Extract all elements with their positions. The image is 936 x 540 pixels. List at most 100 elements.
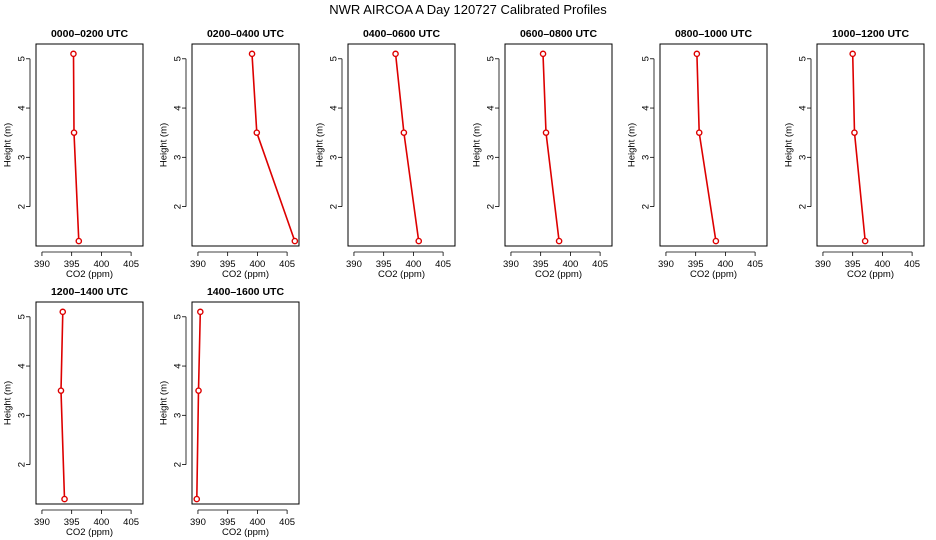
data-point — [415, 237, 423, 245]
x-tick-label: 395 — [376, 259, 392, 270]
y-tick-label: 5 — [798, 56, 809, 61]
x-tick-label: 390 — [190, 259, 206, 270]
data-point — [400, 129, 408, 136]
y-tick-label: 5 — [17, 56, 28, 61]
profile-line — [394, 53, 420, 242]
x-tick-label: 405 — [123, 259, 139, 270]
profile-line — [542, 53, 560, 242]
y-axis-label: Height (m) — [784, 123, 795, 167]
y-tick-label: 5 — [486, 56, 497, 61]
data-point — [693, 50, 701, 58]
profile-line — [196, 311, 202, 500]
profile-line — [72, 53, 80, 242]
x-tick-label: 400 — [249, 517, 265, 528]
x-tick-label: 400 — [874, 259, 890, 270]
x-tick-label: 395 — [845, 259, 861, 270]
y-tick-label: 4 — [17, 105, 28, 110]
y-tick-label: 2 — [17, 462, 28, 467]
figure-title: NWR AIRCOA A Day 120727 Calibrated Profi… — [329, 2, 607, 17]
data-point — [695, 129, 703, 136]
y-tick-label: 4 — [641, 105, 652, 110]
plot-frame — [191, 43, 300, 247]
x-tick-label: 405 — [279, 517, 295, 528]
y-tick-label: 5 — [173, 314, 184, 319]
x-tick-label: 395 — [220, 517, 236, 528]
y-tick-label: 4 — [486, 105, 497, 110]
chart-panel-5: 0800–1000 UTC 390 395 400 405 CO2 (ppm) 2 3 4 5 He… — [627, 28, 768, 280]
data-point — [851, 129, 858, 136]
data-point — [555, 237, 563, 245]
plot-frame — [191, 301, 300, 505]
data-point — [75, 237, 83, 245]
x-tick-label: 395 — [688, 259, 704, 270]
x-tick-label: 405 — [435, 259, 451, 270]
chart-panel-4: 0600–0800 UTC 390 395 400 405 CO2 (ppm) 2 3 4 5 He… — [472, 28, 613, 280]
x-tick-label: 395 — [64, 517, 80, 528]
y-tick-label: 3 — [798, 155, 809, 160]
y-tick-label: 2 — [173, 204, 184, 209]
chart-panel-1: 0000–0200 UTC 390 395 400 405 CO2 (ppm) 2 3 4 5 He… — [3, 28, 144, 280]
chart-title: 0800–1000 UTC — [675, 28, 752, 40]
y-tick-label: 2 — [329, 204, 340, 209]
data-point — [61, 495, 68, 503]
data-point — [392, 50, 399, 58]
data-point — [253, 129, 261, 136]
y-tick-label: 2 — [17, 204, 28, 209]
profile-line — [696, 53, 717, 242]
x-tick-label: 405 — [904, 259, 920, 270]
y-tick-label: 3 — [173, 155, 184, 160]
y-tick-label: 4 — [173, 105, 184, 110]
x-tick-label: 390 — [815, 259, 831, 270]
chart-panel-8: 1400–1600 UTC 390 395 400 405 CO2 (ppm) 2 3 4 5 He… — [159, 286, 300, 538]
y-axis-label: Height (m) — [627, 123, 638, 167]
chart-panel-3: 0400–0600 UTC 390 395 400 405 CO2 (ppm) 2 3 4 5 He… — [315, 28, 456, 280]
y-tick-label: 3 — [641, 155, 652, 160]
y-axis-label: Height (m) — [3, 381, 14, 425]
x-tick-label: 400 — [405, 259, 421, 270]
y-tick-label: 4 — [17, 363, 28, 368]
data-point — [57, 387, 65, 394]
x-tick-label: 400 — [562, 259, 578, 270]
x-tick-label: 405 — [747, 259, 763, 270]
y-axis-label: Height (m) — [159, 123, 170, 167]
chart-title: 0000–0200 UTC — [51, 28, 128, 40]
plot-frame — [659, 43, 768, 247]
y-tick-label: 5 — [173, 56, 184, 61]
y-tick-label: 5 — [329, 56, 340, 61]
y-tick-label: 3 — [17, 155, 28, 160]
chart-panel-6: 1000–1200 UTC 390 395 400 405 CO2 (ppm) 2 3 4 5 He… — [784, 28, 925, 280]
data-point — [195, 387, 202, 394]
chart-panel-2: 0200–0400 UTC 390 395 400 405 CO2 (ppm) 2 3 4 5 He… — [159, 28, 300, 280]
chart-title: 0600–0800 UTC — [520, 28, 597, 40]
chart-title: 1200–1400 UTC — [51, 286, 128, 298]
y-tick-label: 2 — [486, 204, 497, 209]
y-axis-label: Height (m) — [159, 381, 170, 425]
data-point — [712, 237, 720, 245]
x-tick-label: 390 — [658, 259, 674, 270]
x-tick-label: 405 — [123, 517, 139, 528]
x-tick-label: 400 — [93, 259, 109, 270]
x-tick-label: 390 — [190, 517, 206, 528]
data-point — [59, 308, 67, 316]
y-tick-label: 2 — [798, 204, 809, 209]
y-tick-label: 3 — [486, 155, 497, 160]
y-axis-label: Height (m) — [3, 123, 14, 167]
x-axis-label: CO2 (ppm) — [222, 527, 269, 538]
profile-line — [251, 53, 296, 242]
plot-frame — [816, 43, 925, 247]
x-tick-label: 400 — [249, 259, 265, 270]
x-tick-label: 395 — [220, 259, 236, 270]
profile-line — [851, 53, 866, 242]
chart-title: 0200–0400 UTC — [207, 28, 284, 40]
y-tick-label: 4 — [173, 363, 184, 368]
data-point — [197, 308, 204, 316]
x-tick-label: 405 — [279, 259, 295, 270]
y-tick-label: 3 — [17, 413, 28, 418]
data-point — [291, 237, 299, 245]
x-axis-label: CO2 (ppm) — [690, 269, 737, 280]
y-tick-label: 5 — [17, 314, 28, 319]
x-tick-label: 395 — [533, 259, 549, 270]
y-axis-label: Height (m) — [472, 123, 483, 167]
y-tick-label: 4 — [798, 105, 809, 110]
